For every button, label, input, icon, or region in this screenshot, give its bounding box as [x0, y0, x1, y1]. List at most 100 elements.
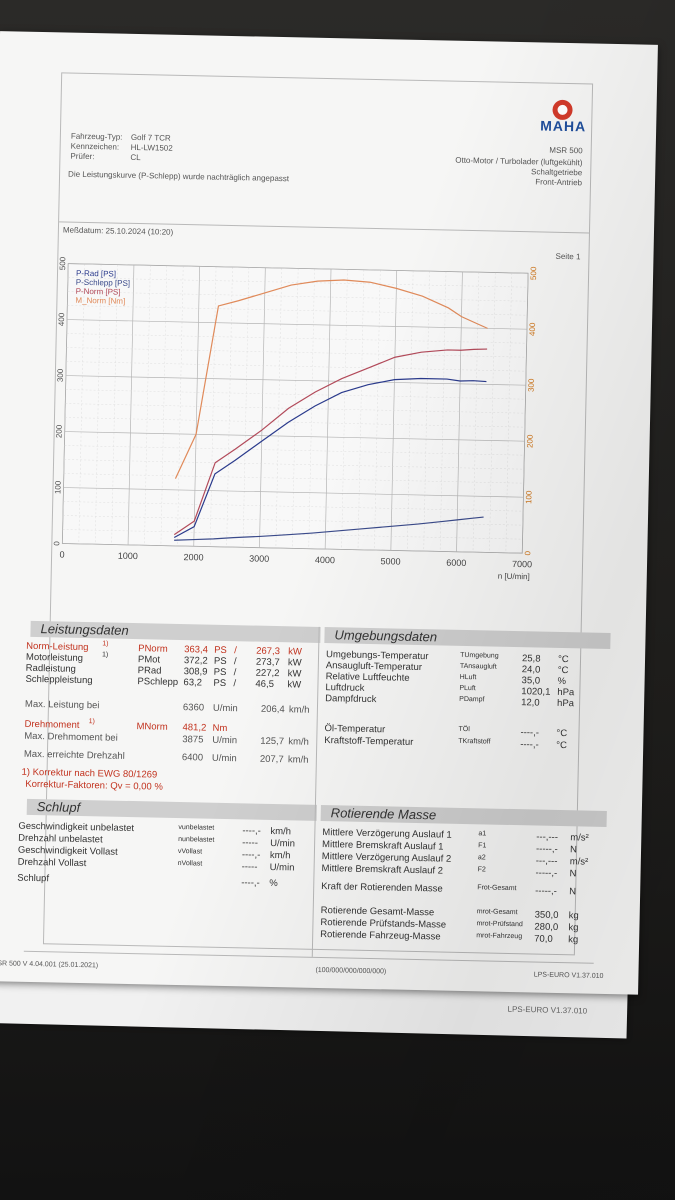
rot-row-label: Rotierende Fahrzeug-Masse: [320, 929, 441, 943]
y-right-tick-label: 500: [529, 266, 538, 280]
schlupf-row-value: ----,-: [242, 825, 261, 837]
grid-line-x: [160, 265, 167, 546]
leistung-row-sup: 1): [101, 651, 109, 659]
grid-line-y: [66, 347, 527, 358]
leistung-row-sep: /: [233, 667, 237, 679]
footer-code: (100/000/000/000/000): [315, 966, 387, 976]
leistung-table: Norm-Leistung 1) PNorm 363,4 PS/267,3 kW Motor…: [25, 73, 592, 690]
leistung-row-ps: 363,4: [184, 644, 209, 656]
grid-line-y: [63, 473, 524, 484]
x-tick-label: 5000: [381, 556, 401, 566]
grid-line-x: [489, 272, 496, 553]
leistung-row-ps-unit: PS: [213, 666, 227, 678]
fahrzeug-typ: Golf 7 TCR: [130, 132, 171, 143]
umgebung-row-symbol: TAnsaugluft: [459, 662, 497, 671]
grid-line-x: [324, 269, 332, 550]
umgebung-row-unit: hPa: [556, 697, 575, 710]
grid-line-y: [63, 487, 524, 498]
schlupf-row-value: ----,-: [241, 849, 261, 861]
grid-line-y: [64, 459, 525, 470]
grid-line-y: [64, 417, 525, 428]
back-footer: LPS-EURO V1.37.010: [507, 1004, 588, 1016]
grid-line-y: [64, 445, 525, 456]
rot-row-symbol: a2: [477, 854, 486, 862]
leistung-row-kw-unit: kW: [288, 646, 302, 658]
leistung-row-kw: 46,5: [255, 678, 275, 690]
umgebung-row-unit: hPa: [557, 686, 575, 699]
drehmoment-unit: Nm: [212, 722, 228, 735]
header-note: Die Leistungskurve (P-Schlepp) wurde nac…: [67, 169, 290, 184]
umgebung-row-unit: %: [557, 675, 567, 688]
grid-line-x: [472, 272, 480, 553]
legend-entry: P-Rad [PS]: [76, 269, 116, 279]
umgebung-row-symbol: PDampf: [459, 695, 485, 704]
rot-row-unit: N: [569, 844, 578, 856]
grid-line-x: [193, 266, 200, 547]
umgebung-row-unit: °C: [557, 653, 569, 666]
rot-row-value: -----,-: [535, 843, 558, 855]
umgebung-row-value: 24,0: [521, 664, 541, 676]
section-schlupf: Schlupf: [26, 798, 317, 821]
kmh-unit: km/h: [288, 704, 310, 716]
schlupf-row-label: Drehzahl unbelastet: [18, 832, 103, 846]
umgebung-row-unit: °C: [557, 664, 569, 677]
drehmoment-sup: 1): [88, 718, 95, 726]
max-leistung-rpm: 6360: [182, 702, 205, 714]
grid-line-y: [66, 361, 527, 372]
x-tick-label: 2000: [183, 552, 203, 562]
column-divider: [311, 626, 320, 957]
x-tick-label: 4000: [315, 555, 335, 565]
leistung-row-ps-unit: PS: [213, 677, 227, 689]
rot-row-value: -----,-: [535, 867, 558, 879]
schlupf-row-symbol: nVollast: [177, 860, 203, 868]
section-rotierende-masse: Rotierende Masse: [320, 804, 607, 827]
umgebung-row-value: ----,-: [520, 739, 539, 751]
leistung-row-ps-unit: PS: [213, 655, 227, 667]
schlupf-row-label: Schlupf: [17, 872, 50, 885]
grid-line-y: [62, 515, 523, 526]
max-drehmoment-kmh-unit: km/h: [288, 736, 309, 748]
y-right-tick-label: 400: [528, 322, 537, 336]
footer-version: MSR 500 V 4.04.001 (25.01.2021): [0, 960, 99, 970]
y-right-tick-label: 100: [524, 490, 533, 504]
y-right-tick-label: 0: [523, 550, 532, 555]
kennzeichen: HL-LW1502: [130, 142, 173, 153]
rotierende-masse-table: Mittlere Verzögerung Auslauf 1 a1 ---,--- m…: [62, 73, 592, 945]
series-line-4: [174, 279, 488, 479]
max-drehzahl-kmh-unit: km/h: [287, 754, 309, 766]
schlupf-row-unit: U/min: [269, 861, 295, 874]
leistung-row-symbol: PRad: [137, 665, 162, 677]
grid-line-x: [341, 269, 348, 550]
leistung-row-sep: /: [234, 645, 237, 657]
y-left-tick-label: 100: [53, 480, 62, 494]
umgebung-row-unit: °C: [556, 739, 568, 752]
grid-line-y: [62, 543, 523, 554]
y-left-tick-label: 200: [55, 424, 64, 438]
brand-name: MAHA: [540, 117, 587, 135]
grid-line-y: [64, 431, 525, 442]
series-line-1: [173, 377, 487, 538]
y-left-tick-label: 400: [57, 312, 66, 326]
umgebung-table: Umgebungs-Temperatur TUmgebung 25,8 °C Ansau…: [62, 73, 592, 751]
schlupf-row-unit: km/h: [269, 849, 291, 862]
y-left-tick-label: 0: [52, 541, 61, 546]
legend-entry: P-Schlepp [PS]: [76, 278, 130, 288]
drehmoment-value: 481,2: [182, 722, 207, 734]
schlupf-row-symbol: vunbelastet: [178, 824, 215, 832]
rot-row-unit: N: [569, 886, 577, 898]
footer-software: LPS-EURO V1.37.010: [533, 971, 604, 980]
leistung-row-ps: 308,9: [183, 666, 208, 678]
rot-row-symbol: F2: [477, 866, 486, 874]
umgebung-row-symbol: HLuft: [459, 673, 477, 682]
grid-line-x: [521, 273, 529, 554]
leistung-row-ps-unit: PS: [214, 644, 227, 656]
umgebung-row-value: 25,8: [521, 653, 541, 665]
section-leistungsdaten: Leistungsdaten: [30, 620, 321, 643]
y-right-tick-label: 200: [525, 434, 534, 448]
schlupf-row-value: -----: [241, 861, 258, 873]
rot-row-label: Mittlere Bremskraft Auslauf 2: [321, 863, 444, 877]
rot-row-symbol: mrot-Prüfstand: [476, 920, 523, 929]
pruefer: CL: [130, 152, 141, 163]
umgebung-row-label: Öl-Temperatur: [324, 723, 386, 736]
leistung-row-kw-unit: kW: [287, 657, 302, 669]
